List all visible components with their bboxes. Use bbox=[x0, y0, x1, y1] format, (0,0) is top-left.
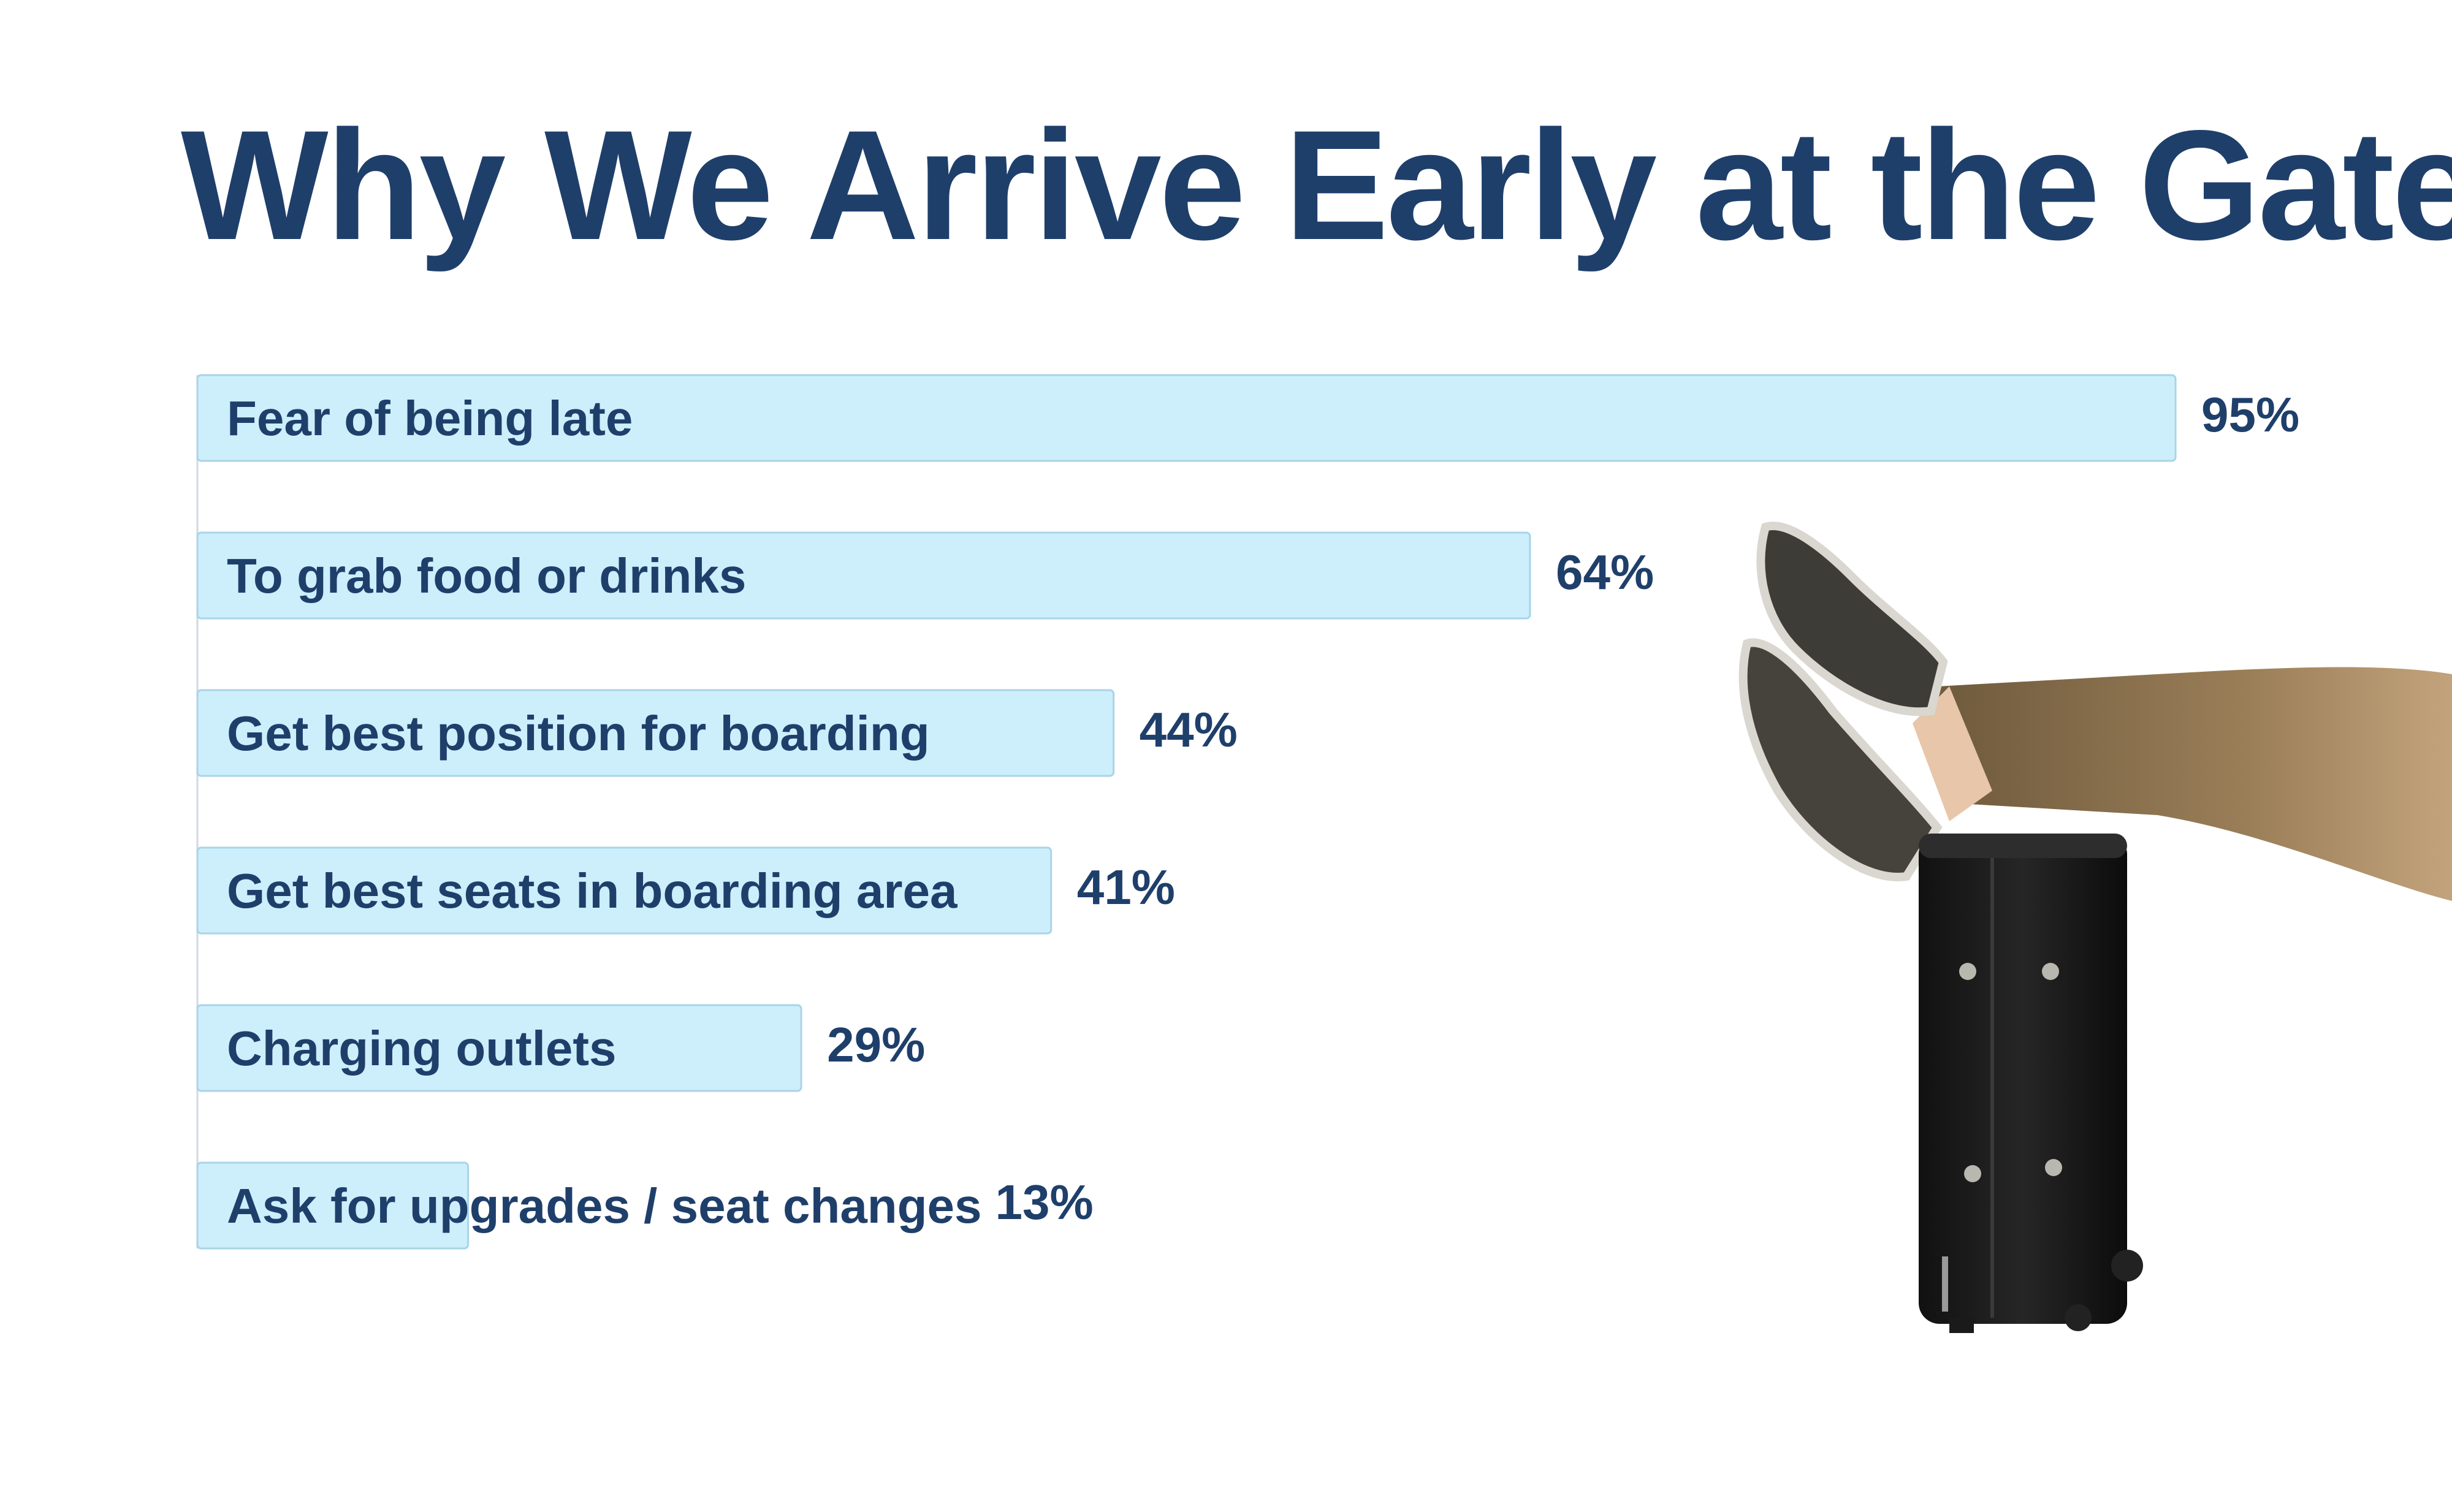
category-label: To grab food or drinks bbox=[227, 549, 746, 603]
value-label: 64% bbox=[1556, 545, 1654, 599]
category-label: Ask for upgrades / seat changes bbox=[227, 1179, 982, 1233]
bar bbox=[196, 846, 1053, 935]
value-label: 44% bbox=[1140, 702, 1238, 757]
bar bbox=[196, 1161, 470, 1250]
value-label: 41% bbox=[1077, 860, 1175, 914]
value-label: 13% bbox=[996, 1175, 1094, 1229]
chart-title: Why We Arrive Early at the Gate bbox=[181, 98, 2452, 273]
category-label: Fear of being late bbox=[227, 391, 633, 446]
category-label: Get best position for boarding bbox=[227, 706, 930, 761]
bar bbox=[196, 374, 2177, 462]
value-label: 95% bbox=[2201, 387, 2299, 442]
category-label: Get best seats in boarding area bbox=[227, 864, 958, 918]
bar bbox=[196, 1004, 802, 1092]
value-label: 29% bbox=[827, 1017, 925, 1072]
bar bbox=[196, 531, 1531, 620]
category-label: Charging outlets bbox=[227, 1021, 617, 1076]
bar bbox=[196, 689, 1115, 777]
